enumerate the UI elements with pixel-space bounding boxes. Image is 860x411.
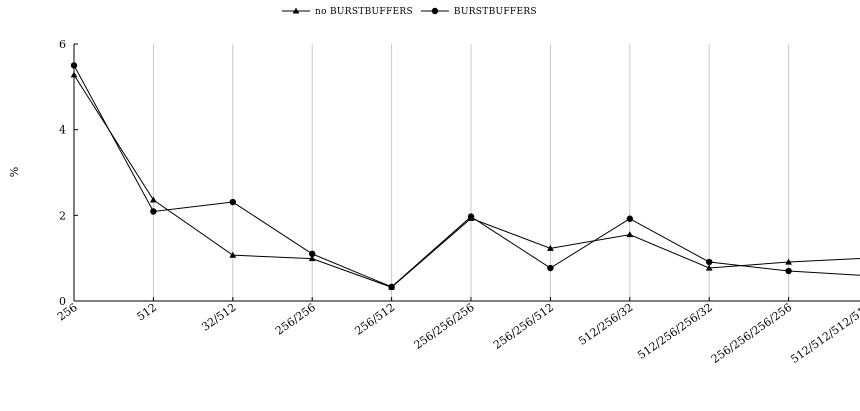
- series-triangle: [70, 71, 860, 290]
- data-point: [229, 251, 237, 258]
- y-tick-label: 4: [59, 124, 66, 137]
- data-point: [292, 7, 300, 14]
- axes: [73, 44, 860, 302]
- data-point: [309, 250, 316, 258]
- data-point: [705, 264, 713, 271]
- x-tick-label: 256/512: [352, 301, 397, 338]
- y-tick-label: 2: [59, 209, 66, 222]
- data-point: [70, 62, 78, 69]
- data-point: [626, 231, 634, 238]
- series-group: [70, 62, 860, 291]
- y-tick-label: 0: [59, 295, 66, 308]
- series-line: [73, 65, 860, 288]
- data-point: [229, 198, 236, 206]
- y-axis-label: %: [8, 167, 21, 177]
- data-point: [150, 196, 157, 203]
- x-tick-label: 256/256/256/256: [709, 301, 794, 366]
- x-tick-label: 256/256: [273, 301, 318, 338]
- data-point: [785, 258, 792, 265]
- data-point: [431, 7, 439, 15]
- data-point: [70, 71, 78, 78]
- legend-label: no BURSTBUFFERS: [315, 7, 413, 17]
- legend-item: no BURSTBUFFERS: [282, 7, 413, 17]
- data-point: [547, 244, 554, 251]
- x-tick-label: 512/512/512/512: [788, 301, 860, 366]
- x-tick-label: 512: [134, 301, 159, 324]
- x-tick-label: 256/256/512: [491, 301, 556, 352]
- legend-item: BURSTBUFFERS: [420, 7, 537, 17]
- x-tick-label: 512/256/256/32: [635, 301, 715, 362]
- x-tick-label: 32/512: [199, 301, 238, 334]
- data-point: [706, 258, 713, 266]
- x-ticks: 256 512 32/512 256/256 256/512 256/256/256 256…: [55, 297, 860, 366]
- legend-label: BURSTBUFFERS: [454, 7, 537, 17]
- series-circle: [70, 62, 860, 291]
- data-point: [467, 213, 475, 220]
- y-ticks: 0 2 4 6: [59, 38, 78, 308]
- data-point: [626, 215, 633, 222]
- x-tick-label: 256/256/256: [412, 301, 477, 352]
- data-point: [388, 283, 395, 291]
- x-tick-label: 512/256/32: [576, 301, 635, 348]
- legend: no BURSTBUFFERS BURSTBUFFERS: [282, 7, 537, 17]
- data-point: [150, 208, 157, 215]
- data-point: [785, 267, 792, 275]
- data-point: [547, 264, 554, 272]
- y-tick-label: 6: [59, 38, 66, 51]
- series-line: [73, 74, 860, 288]
- data-point: [308, 255, 316, 262]
- grid-lines: [152, 44, 790, 301]
